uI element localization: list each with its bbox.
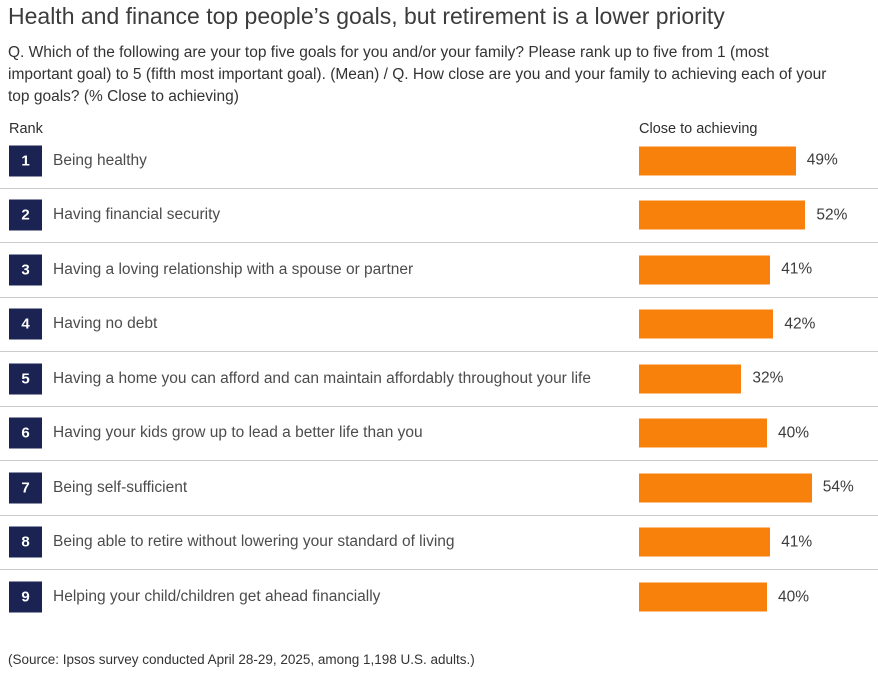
goal-row: 4 Having no debt 42% <box>0 298 878 352</box>
goal-label: Being able to retire without lowering yo… <box>53 533 455 551</box>
close-to-achieving-bar <box>639 418 767 448</box>
bar-value-label: 40% <box>778 588 810 606</box>
goal-label: Having your kids grow up to lead a bette… <box>53 424 423 442</box>
rank-badge: 2 <box>9 199 42 231</box>
goal-label: Having financial security <box>53 206 221 224</box>
rank-badge: 7 <box>9 472 42 504</box>
bar-group: 42% <box>639 309 816 339</box>
close-to-achieving-bar <box>639 200 806 230</box>
rank-badge: 5 <box>9 363 42 395</box>
rank-badge: 4 <box>9 308 42 340</box>
goal-row: 8 Being able to retire without lowering … <box>0 516 878 570</box>
goal-label: Helping your child/children get ahead fi… <box>53 588 381 606</box>
close-to-achieving-bar <box>639 255 771 285</box>
goal-row: 9 Helping your child/children get ahead … <box>0 570 878 625</box>
rank-badge: 1 <box>9 145 42 177</box>
bar-group: 49% <box>639 146 838 176</box>
source-note: (Source: Ipsos survey conducted April 28… <box>8 652 475 667</box>
bar-group: 41% <box>639 527 813 557</box>
bar-value-label: 54% <box>822 478 854 496</box>
rank-badge-number: 4 <box>21 315 30 333</box>
rank-badge: 6 <box>9 417 42 449</box>
bar-group: 40% <box>639 418 810 448</box>
close-to-achieving-bar <box>639 309 774 339</box>
goal-label: Being healthy <box>53 151 147 169</box>
bar-value-label: 41% <box>781 260 813 278</box>
close-to-achieving-bar <box>639 364 742 394</box>
goal-row: 7 Being self-sufficient 54% <box>0 461 878 516</box>
goal-rows: 1 Being healthy 49% 2 Having financial s… <box>0 134 878 625</box>
goal-row: 1 Being healthy 49% <box>0 134 878 189</box>
rank-badge: 8 <box>9 526 42 558</box>
bar-group: 41% <box>639 255 813 285</box>
close-to-achieving-bar <box>639 146 796 176</box>
goal-row: 2 Having financial security 52% <box>0 189 878 243</box>
rank-column-header: Rank <box>9 121 43 137</box>
rank-badge-number: 1 <box>21 152 30 170</box>
goal-row: 3 Having a loving relationship with a sp… <box>0 243 878 298</box>
close-to-achieving-bar <box>639 473 812 503</box>
rank-badge-number: 2 <box>21 206 30 224</box>
bar-group: 52% <box>639 200 848 230</box>
rank-badge-number: 6 <box>21 424 30 442</box>
bar-group: 32% <box>639 364 784 394</box>
close-to-achieving-bar <box>639 527 771 557</box>
rank-badge-number: 3 <box>21 261 30 279</box>
rank-badge-number: 5 <box>21 370 30 388</box>
goal-label: Being self-sufficient <box>53 478 188 496</box>
rank-badge-number: 8 <box>21 533 30 551</box>
bar-value-label: 41% <box>781 533 813 551</box>
bar-group: 40% <box>639 582 810 612</box>
survey-question-text: Q. Which of the following are your top f… <box>8 44 827 105</box>
bar-group: 54% <box>639 473 854 503</box>
bar-value-label: 42% <box>784 315 816 333</box>
close-to-achieving-column-header: Close to achieving <box>639 121 758 137</box>
bar-value-label: 32% <box>752 369 784 387</box>
page-title: Health and finance top people’s goals, b… <box>8 3 725 29</box>
bar-value-label: 40% <box>778 424 810 442</box>
rank-badge-number: 9 <box>21 588 30 606</box>
rank-badge: 9 <box>9 581 42 613</box>
goal-label: Having a home you can afford and can mai… <box>53 369 591 387</box>
close-to-achieving-bar <box>639 582 767 612</box>
goal-label: Having no debt <box>53 315 158 333</box>
bar-value-label: 52% <box>816 206 848 224</box>
goal-row: 6 Having your kids grow up to lead a bet… <box>0 407 878 461</box>
rank-badge: 3 <box>9 254 42 286</box>
rank-badge-number: 7 <box>21 479 30 497</box>
goal-label: Having a loving relationship with a spou… <box>53 260 414 278</box>
bar-value-label: 49% <box>806 151 838 169</box>
goal-row: 5 Having a home you can afford and can m… <box>0 352 878 407</box>
